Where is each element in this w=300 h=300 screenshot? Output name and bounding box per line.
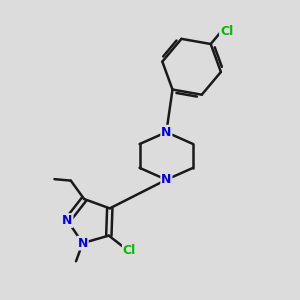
Text: Cl: Cl: [220, 25, 233, 38]
Text: N: N: [77, 237, 88, 250]
Text: Cl: Cl: [123, 244, 136, 257]
Text: N: N: [62, 214, 73, 227]
Text: N: N: [161, 126, 172, 139]
Text: N: N: [161, 173, 172, 186]
